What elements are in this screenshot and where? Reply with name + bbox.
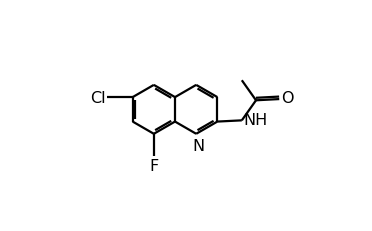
Text: N: N [192,138,204,153]
Text: NH: NH [243,112,267,127]
Text: Cl: Cl [90,90,106,105]
Text: O: O [281,91,294,106]
Text: F: F [149,158,158,173]
